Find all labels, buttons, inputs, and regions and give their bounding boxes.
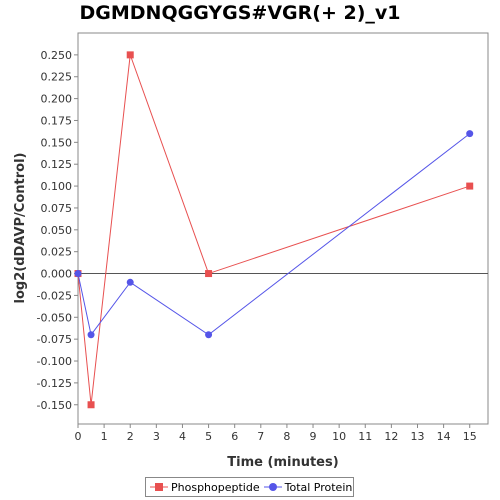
y-tick-label: 0.200 xyxy=(41,93,73,106)
x-tick-label: 9 xyxy=(310,430,317,443)
series-layer xyxy=(74,51,474,409)
y-tick-label: 0.225 xyxy=(41,71,73,84)
legend-label: Phosphopeptide xyxy=(171,480,260,494)
y-tick-label: -0.075 xyxy=(37,333,72,346)
y-tick-label: 0.100 xyxy=(41,180,73,193)
legend-swatch-phosphopeptide xyxy=(150,483,168,491)
phosphopeptide-point xyxy=(126,51,134,59)
x-tick-label: 8 xyxy=(283,430,290,443)
x-tick-label: 14 xyxy=(437,430,451,443)
total-protein-point xyxy=(466,130,474,138)
x-tick-label: 0 xyxy=(75,430,82,443)
x-tick-label: 4 xyxy=(179,430,186,443)
x-tick-label: 2 xyxy=(127,430,134,443)
y-tick-label: 0.025 xyxy=(41,246,73,259)
x-tick-label: 1 xyxy=(101,430,108,443)
x-tick-label: 6 xyxy=(231,430,238,443)
y-tick-label: -0.025 xyxy=(37,289,72,302)
legend-item-phosphopeptide: Phosphopeptide xyxy=(150,481,260,494)
y-tick-label: 0.175 xyxy=(41,114,73,127)
x-tick-label: 7 xyxy=(257,430,264,443)
phosphopeptide-point xyxy=(87,401,95,409)
y-tick-label: 0.150 xyxy=(41,136,73,149)
axes-layer: 0.250 0.225 0.200 0.175 0.150 0.125 0.100 0.075… xyxy=(37,49,488,443)
x-tick-label: 11 xyxy=(358,430,372,443)
y-tick-label: -0.125 xyxy=(37,377,72,390)
x-tick-label: 10 xyxy=(332,430,346,443)
phosphopeptide-point xyxy=(466,182,474,190)
plot-background xyxy=(77,32,489,425)
legend: Phosphopeptide Total Protein xyxy=(145,477,354,497)
y-tick-label: 0.250 xyxy=(41,49,73,62)
x-axis-label: Time (minutes) xyxy=(227,455,338,470)
y-axis-label: log2(dDAVP/Control) xyxy=(13,153,28,304)
y-tick-label: 0.050 xyxy=(41,224,73,237)
x-tick-label: 3 xyxy=(153,430,160,443)
y-tick-label: 0.125 xyxy=(41,158,73,171)
y-tick-label: -0.150 xyxy=(37,399,72,412)
legend-swatch-total-protein xyxy=(263,483,282,491)
total-protein-point xyxy=(87,331,95,339)
plot-area: 0.250 0.225 0.200 0.175 0.150 0.125 0.100 0.075… xyxy=(13,32,489,470)
x-tick-label: 15 xyxy=(463,430,477,443)
y-tick-label: -0.050 xyxy=(37,311,72,324)
total-protein-point xyxy=(74,270,82,278)
legend-label: Total Protein xyxy=(284,480,353,494)
total-protein-point xyxy=(126,278,134,286)
y-tick-label: 0.075 xyxy=(41,202,73,215)
x-tick-label: 12 xyxy=(384,430,398,443)
legend-item-total-protein: Total Protein xyxy=(263,480,353,494)
total-protein-point xyxy=(205,331,213,339)
x-tick-label: 13 xyxy=(410,430,424,443)
y-tick-label: -0.100 xyxy=(37,355,72,368)
chart-title: DGMDNQGGYGS#VGR(+ 2)_v1 xyxy=(79,2,401,24)
y-tick-label: 0.000 xyxy=(41,268,73,281)
x-tick-label: 5 xyxy=(205,430,212,443)
phosphopeptide-point xyxy=(205,270,213,278)
